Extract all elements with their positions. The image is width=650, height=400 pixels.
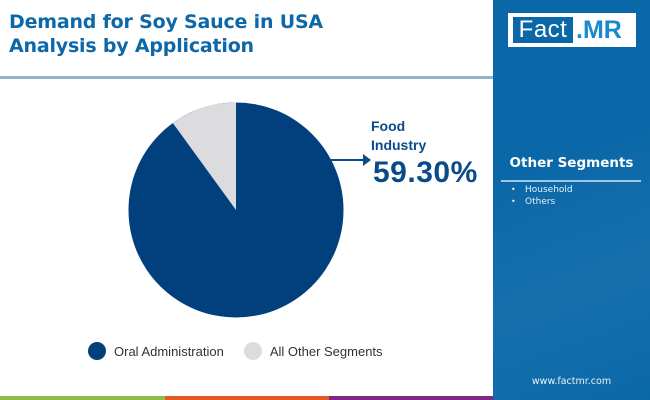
callout-label-line-1: Food <box>371 118 406 134</box>
segment-label: Household <box>525 185 573 195</box>
segment-item-household: • Household <box>511 184 573 196</box>
legend-dot-icon <box>243 342 262 360</box>
legend-label: All Other Segments <box>269 343 383 359</box>
chart-legend: Oral Administration All Other Segments <box>88 342 403 360</box>
pie-chart <box>128 102 344 318</box>
legend-label: Oral Administration <box>114 343 224 359</box>
bullet-icon: • <box>511 185 516 194</box>
footer-stripe-orange <box>165 396 329 400</box>
chart-title: Demand for Soy Sauce in USA Analysis by … <box>9 10 323 58</box>
legend-item-all-other-segments: All Other Segments <box>243 342 383 360</box>
logo-mr-text: .MR <box>576 16 622 44</box>
title-line-1: Demand for Soy Sauce in USA <box>9 11 323 33</box>
pie-slice-all-other-segments <box>172 102 236 210</box>
bullet-icon: • <box>511 197 516 206</box>
callout-label-line-2: Industry <box>371 137 427 153</box>
title-line-2: Analysis by Application <box>9 35 254 57</box>
footer-stripe-purple <box>329 396 493 400</box>
callout-label: Food Industry <box>371 117 426 155</box>
callout-value: 59.30% <box>373 156 478 189</box>
other-segments-title: Other Segments <box>509 155 634 171</box>
other-segments-list: • Household • Others <box>511 184 573 208</box>
side-panel: Fact .MR Other Segments • Household • Ot… <box>493 0 650 400</box>
legend-dot-icon <box>88 342 106 360</box>
other-segments-divider <box>501 180 641 182</box>
legend-item-oral-administration: Oral Administration <box>88 342 224 360</box>
segment-item-others: • Others <box>511 196 573 208</box>
segment-label: Others <box>525 197 556 207</box>
callout-arrow-icon <box>330 152 372 171</box>
title-divider <box>0 76 493 79</box>
factmr-logo: Fact .MR <box>508 13 636 47</box>
website-link[interactable]: www.factmr.com <box>531 376 612 387</box>
logo-fact-text: Fact <box>513 17 573 43</box>
footer-stripe-green <box>0 396 165 400</box>
